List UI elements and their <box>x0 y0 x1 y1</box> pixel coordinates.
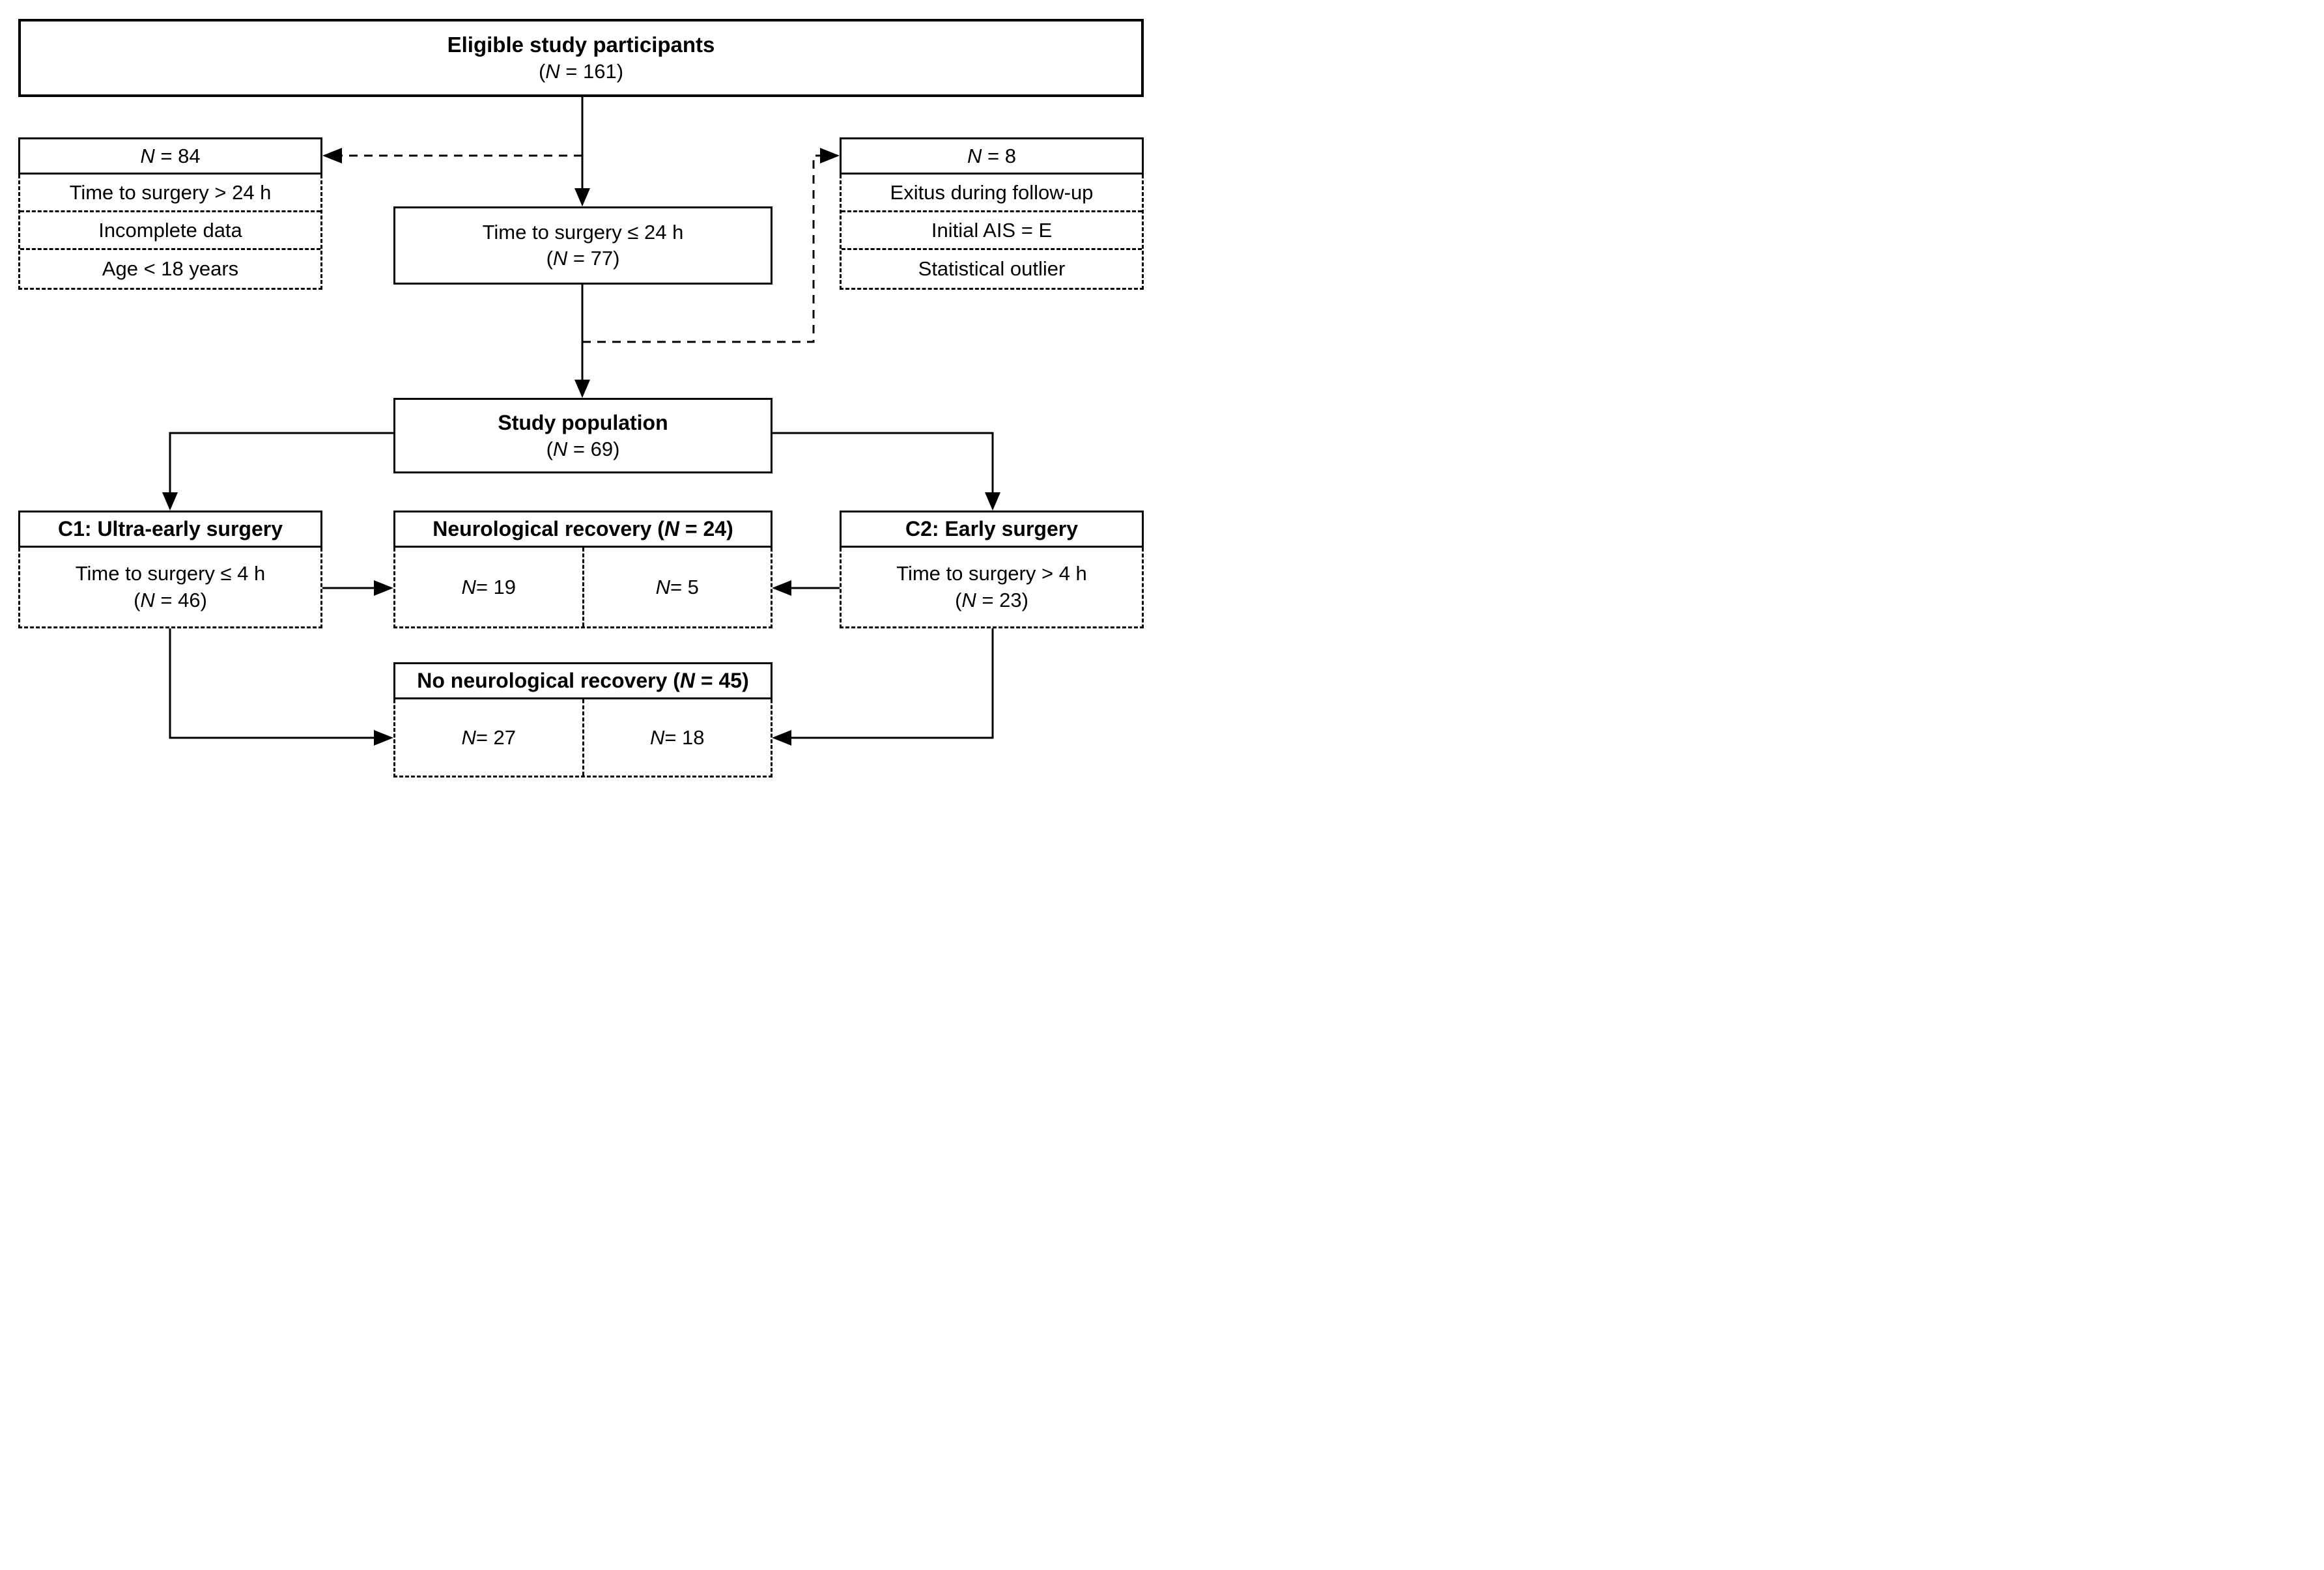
c2-title: C2: Early surgery <box>905 517 1078 541</box>
excluded-right-reason-1: Exitus during follow-up <box>842 175 1142 212</box>
time24-box: Time to surgery ≤ 24 h (N = 77) <box>393 206 772 285</box>
arrowhead-into-time24 <box>574 188 590 206</box>
arrow-line-study-to-c2 <box>772 432 994 494</box>
arrowhead-into-study <box>574 380 590 398</box>
study-population-title: Study population <box>498 410 668 434</box>
no-recovery-title: No neurological recovery (N = 45) <box>417 669 749 693</box>
no-recovery-c2-count: N = 18 <box>582 699 771 776</box>
study-population-box: Study population (N = 69) <box>393 398 772 473</box>
c1-header-box: C1: Ultra-early surgery <box>18 511 322 548</box>
c1-n: (N = 46) <box>134 588 207 611</box>
no-recovery-c1-count: N = 27 <box>461 725 517 749</box>
excluded-right-n-box: N = 8 <box>840 137 1144 175</box>
no-recovery-header-box: No neurological recovery (N = 45) <box>393 662 772 699</box>
recovery-c2-count: N = 5 <box>582 548 771 626</box>
connector-lines <box>162 96 1000 746</box>
c2-criterion: Time to surgery > 4 h <box>896 562 1087 585</box>
arrow-line-c1-to-norecovery <box>169 628 375 739</box>
c1-body-box: Time to surgery ≤ 4 h (N = 46) <box>18 548 322 628</box>
arrowhead-c1-recovery <box>374 580 393 596</box>
excluded-left-reason-3: Age < 18 years <box>102 257 239 280</box>
excluded-right-reason-3: Statistical outlier <box>918 257 1066 280</box>
eligible-participants-n: (N = 161) <box>538 60 624 83</box>
excluded-left-reasons-box: Time to surgery > 24 h Incomplete data A… <box>18 175 322 290</box>
excluded-left-n: N = 84 <box>140 144 201 167</box>
c2-header-box: C2: Early surgery <box>840 511 1144 548</box>
recovery-c1-count: N = 19 <box>461 575 517 598</box>
recovery-title: Neurological recovery (N = 24) <box>432 517 733 541</box>
arrowhead-into-excluded-left <box>322 148 342 163</box>
recovery-header-box: Neurological recovery (N = 24) <box>393 511 772 548</box>
excluded-left-reason-2: Incomplete data <box>20 212 320 250</box>
time24-title: Time to surgery ≤ 24 h <box>482 221 684 244</box>
arrowhead-into-excluded-right <box>820 148 840 163</box>
time24-n: (N = 77) <box>546 247 620 270</box>
excluded-right-reason-2: Initial AIS = E <box>842 212 1142 250</box>
no-recovery-body-box: N = 27 N = 18 <box>393 699 772 778</box>
c2-n: (N = 23) <box>955 588 1028 611</box>
dashed-line-to-excluded-right <box>582 154 821 343</box>
excluded-left-n-box: N = 84 <box>18 137 322 175</box>
recovery-body-box: N = 19 N = 5 <box>393 548 772 628</box>
study-population-n: (N = 69) <box>546 437 620 460</box>
excluded-right-reasons-box: Exitus during follow-up Initial AIS = E … <box>840 175 1144 290</box>
arrowhead-c1-norecovery <box>374 730 393 746</box>
arrowhead-c2-recovery <box>772 580 791 596</box>
excluded-right-n: N = 8 <box>967 144 1016 167</box>
excluded-left-reason-1: Time to surgery > 24 h <box>20 175 320 212</box>
arrowhead-into-c2 <box>985 492 1000 511</box>
c1-criterion: Time to surgery ≤ 4 h <box>75 562 266 585</box>
flow-diagram: Eligible study participants (N = 161) N … <box>0 0 1162 785</box>
arrowhead-into-c1 <box>162 492 178 511</box>
eligible-participants-box: Eligible study participants (N = 161) <box>18 19 1144 97</box>
arrowhead-c2-norecovery <box>772 730 791 746</box>
c2-body-box: Time to surgery > 4 h (N = 23) <box>840 548 1144 628</box>
arrow-line-c2-to-norecovery <box>790 628 994 739</box>
arrow-line-study-to-c1 <box>169 432 393 494</box>
c1-title: C1: Ultra-early surgery <box>57 517 283 541</box>
eligible-participants-title: Eligible study participants <box>447 33 715 57</box>
